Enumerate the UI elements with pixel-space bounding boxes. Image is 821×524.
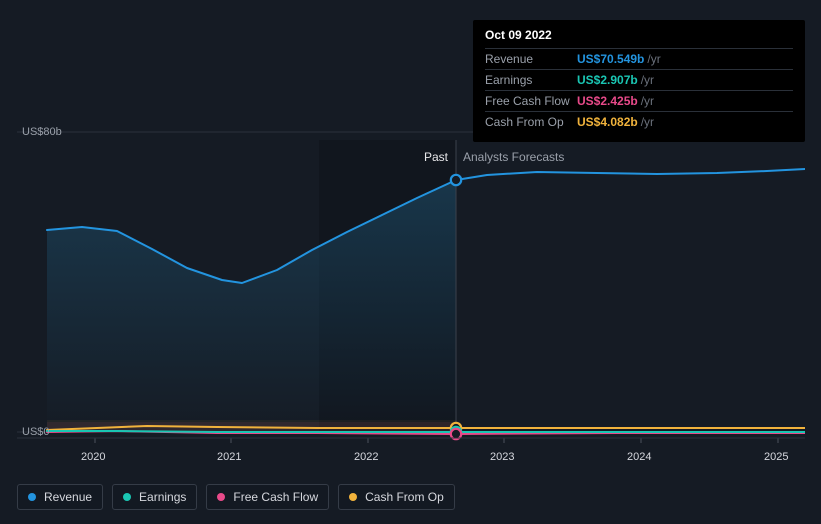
tooltip-metric-unit: /yr: [641, 94, 654, 108]
legend-dot-icon: [28, 493, 36, 501]
tooltip-metric-value: US$4.082b: [577, 115, 638, 129]
y-axis-label-zero: US$0: [22, 426, 50, 438]
legend-label: Free Cash Flow: [233, 490, 318, 504]
x-axis-tick-label: 2023: [490, 451, 514, 463]
section-label-past: Past: [424, 150, 448, 164]
tooltip-row: EarningsUS$2.907b/yr: [485, 69, 793, 90]
tooltip-metric-label: Free Cash Flow: [485, 94, 577, 108]
chart-legend: Revenue Earnings Free Cash Flow Cash From O…: [17, 484, 455, 510]
tooltip-metric-value: US$2.425b: [577, 94, 638, 108]
x-axis-tick-label: 2020: [81, 451, 105, 463]
tooltip-metric-value: US$70.549b: [577, 52, 644, 66]
legend-item[interactable]: Earnings: [112, 484, 197, 510]
x-axis-tick-label: 2021: [217, 451, 241, 463]
x-axis-tick-label: 2024: [627, 451, 651, 463]
tooltip-metric-unit: /yr: [641, 73, 654, 87]
legend-dot-icon: [217, 493, 225, 501]
legend-item[interactable]: Cash From Op: [338, 484, 455, 510]
tooltip-row: Cash From OpUS$4.082b/yr: [485, 111, 793, 132]
y-axis-label-max: US$80b: [22, 126, 62, 138]
legend-item[interactable]: Free Cash Flow: [206, 484, 329, 510]
tooltip-metric-value: US$2.907b: [577, 73, 638, 87]
x-axis-tick-label: 2022: [354, 451, 378, 463]
tooltip-row: Free Cash FlowUS$2.425b/yr: [485, 90, 793, 111]
tooltip-row: RevenueUS$70.549b/yr: [485, 48, 793, 69]
tooltip-metric-label: Earnings: [485, 73, 577, 87]
tooltip-metric-unit: /yr: [641, 115, 654, 129]
legend-dot-icon: [123, 493, 131, 501]
tooltip-metric-label: Revenue: [485, 52, 577, 66]
tooltip-metric-label: Cash From Op: [485, 115, 577, 129]
tooltip-date: Oct 09 2022: [485, 28, 793, 48]
legend-label: Earnings: [139, 490, 186, 504]
legend-dot-icon: [349, 493, 357, 501]
legend-label: Revenue: [44, 490, 92, 504]
legend-item[interactable]: Revenue: [17, 484, 103, 510]
tooltip-metric-unit: /yr: [647, 52, 660, 66]
legend-label: Cash From Op: [365, 490, 444, 504]
financials-chart: US$80b US$0 Past Analysts Forecasts 2020…: [17, 0, 805, 524]
section-label-forecast: Analysts Forecasts: [463, 150, 564, 164]
x-axis-tick-label: 2025: [764, 451, 788, 463]
chart-tooltip: Oct 09 2022 RevenueUS$70.549b/yrEarnings…: [473, 20, 805, 142]
